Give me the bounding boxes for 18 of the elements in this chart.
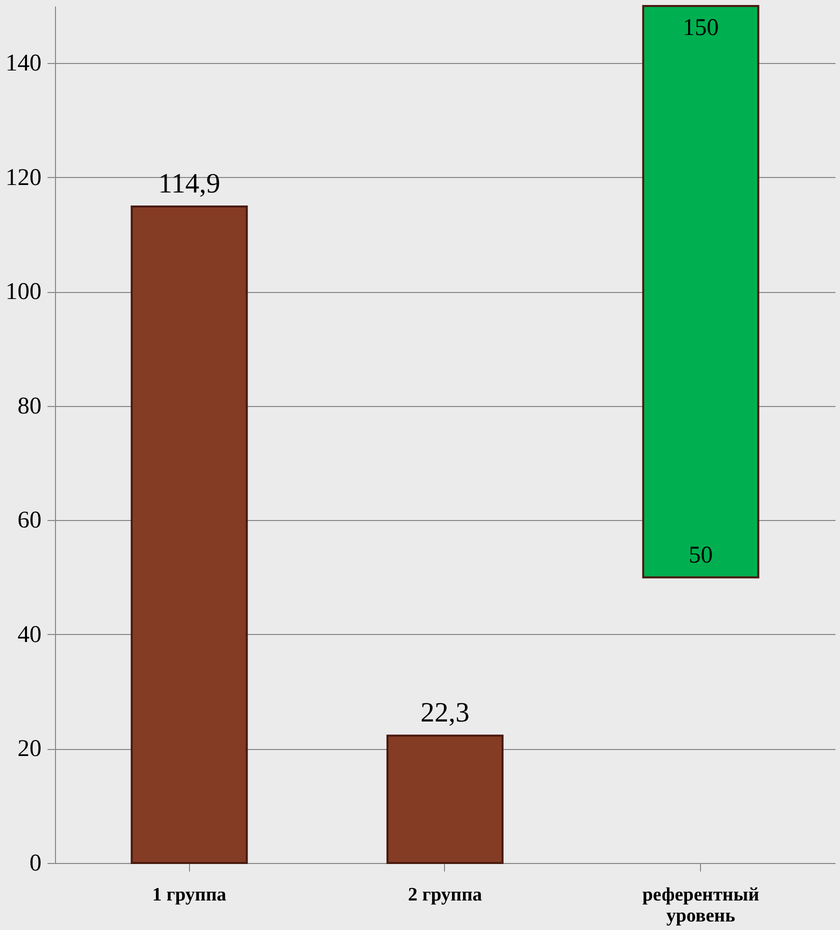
y-tick-label: 60 (18, 508, 42, 534)
bar (642, 5, 760, 578)
y-tick-label: 20 (18, 736, 42, 762)
y-tick-label: 80 (18, 393, 42, 420)
x-tick-label: 1 группа (152, 884, 227, 906)
y-tick-label: 0 (30, 850, 42, 876)
y-tick-label: 100 (6, 279, 42, 306)
y-tick-label: 140 (6, 50, 42, 77)
y-tick-label: 120 (6, 164, 42, 191)
x-tick-label: 2 группа (408, 884, 483, 906)
data-label: 22,3 (420, 698, 470, 729)
bar (386, 734, 504, 864)
bar (130, 206, 248, 864)
annotation: 150 (682, 15, 719, 41)
data-label: 114,9 (158, 168, 220, 200)
annotation: 50 (688, 542, 713, 568)
x-tick-label: референтный уровень (642, 884, 760, 926)
y-tick-label: 40 (18, 622, 42, 648)
